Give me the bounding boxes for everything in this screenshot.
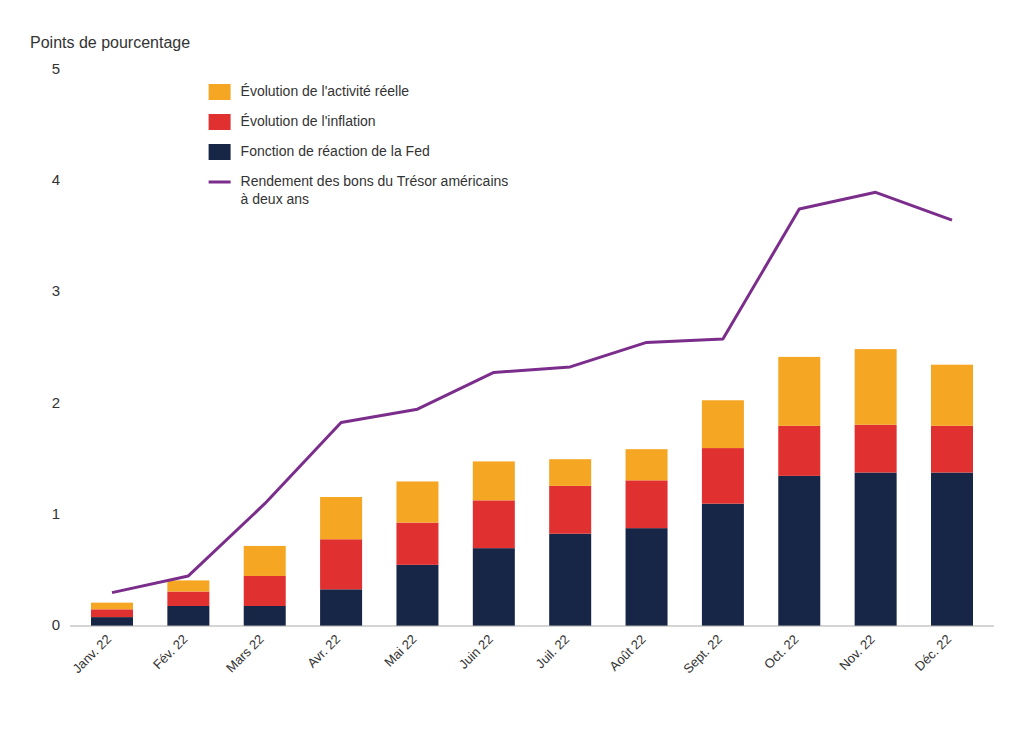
- legend-label-line: Fonction de réaction de la Fed: [241, 143, 430, 159]
- y-tick-label: 0: [52, 616, 60, 633]
- chart: 0 1 2 3 4 5 Points de pourcentage Janv. 22 Fév. …: [0, 0, 1024, 736]
- plot-area: [91, 192, 973, 626]
- bar-segment: [626, 480, 668, 528]
- x-tick-label: Nov. 22: [836, 632, 878, 674]
- x-tick-label: Déc. 22: [912, 632, 954, 674]
- bar-segment: [473, 548, 515, 626]
- bar-segment: [778, 426, 820, 476]
- bar-segment: [702, 448, 744, 504]
- bar-segment: [396, 565, 438, 626]
- bar-segment: [931, 365, 973, 426]
- legend-label-line: Évolution de l'inflation: [241, 113, 376, 129]
- bar-segment: [244, 576, 286, 606]
- bar-segment: [167, 580, 209, 591]
- x-tick-label: Mai 22: [381, 632, 419, 670]
- bar-segment: [473, 461, 515, 500]
- x-tick-label: Janv. 22: [69, 632, 114, 677]
- legend-label: Évolution de l'inflation: [241, 113, 376, 129]
- y-tick-label: 5: [52, 60, 60, 77]
- bar-segment: [320, 589, 362, 626]
- bar-segment: [931, 426, 973, 473]
- bar-segment: [855, 349, 897, 425]
- legend-label: Évolution de l'activité réelle: [241, 83, 410, 99]
- bar-segment: [702, 400, 744, 448]
- legend-swatch: [209, 181, 231, 184]
- y-tick-label: 2: [52, 394, 60, 411]
- bar-segment: [320, 539, 362, 589]
- x-tick-label: Août 22: [606, 632, 648, 674]
- bar-segment: [549, 534, 591, 626]
- bar-segment: [396, 481, 438, 522]
- bar-segment: [931, 473, 973, 626]
- bar-segment: [91, 617, 133, 626]
- legend-swatch: [209, 114, 231, 130]
- y-tick-label: 4: [52, 171, 60, 188]
- x-tick-label: Juil. 22: [533, 632, 573, 672]
- bar-segment: [167, 606, 209, 626]
- x-tick-label: Avr. 22: [304, 632, 343, 671]
- x-tick-label: Fév. 22: [150, 632, 191, 673]
- bar-segment: [91, 609, 133, 617]
- bar-segment: [244, 546, 286, 576]
- legend-swatch: [209, 144, 231, 160]
- bar-segment: [855, 473, 897, 626]
- legend-label-line: Rendement des bons du Trésor américains: [241, 173, 509, 189]
- legend-label-line: à deux ans: [241, 191, 310, 207]
- x-tick-label: Oct. 22: [761, 632, 801, 672]
- bar-segment: [244, 606, 286, 626]
- x-axis-line: [70, 626, 994, 627]
- bar-segment: [702, 504, 744, 626]
- y-axis-label: Points de pourcentage: [30, 34, 190, 51]
- x-tick-label: Sept. 22: [680, 632, 725, 677]
- y-tick-label: 1: [52, 505, 60, 522]
- x-tick-label: Juin 22: [456, 632, 496, 672]
- legend: Évolution de l'activité réelle Évolution …: [209, 83, 509, 207]
- bar-segment: [549, 486, 591, 534]
- bar-segment: [396, 523, 438, 565]
- bar-segment: [778, 476, 820, 626]
- bar-segment: [549, 459, 591, 486]
- legend-label-line: Évolution de l'activité réelle: [241, 83, 410, 99]
- bar-segment: [778, 357, 820, 426]
- bar-segment: [91, 603, 133, 610]
- bar-segment: [626, 449, 668, 480]
- x-tick-label: Mars 22: [223, 632, 267, 676]
- legend-label: Rendement des bons du Trésor américains à…: [241, 173, 509, 207]
- y-tick-label: 3: [52, 282, 60, 299]
- bar-segment: [320, 497, 362, 539]
- bar-segment: [626, 528, 668, 626]
- bar-segment: [855, 425, 897, 473]
- legend-swatch: [209, 84, 231, 100]
- yield-line: [112, 192, 952, 592]
- bar-segment: [167, 592, 209, 606]
- legend-label: Fonction de réaction de la Fed: [241, 143, 430, 159]
- bar-segment: [473, 500, 515, 548]
